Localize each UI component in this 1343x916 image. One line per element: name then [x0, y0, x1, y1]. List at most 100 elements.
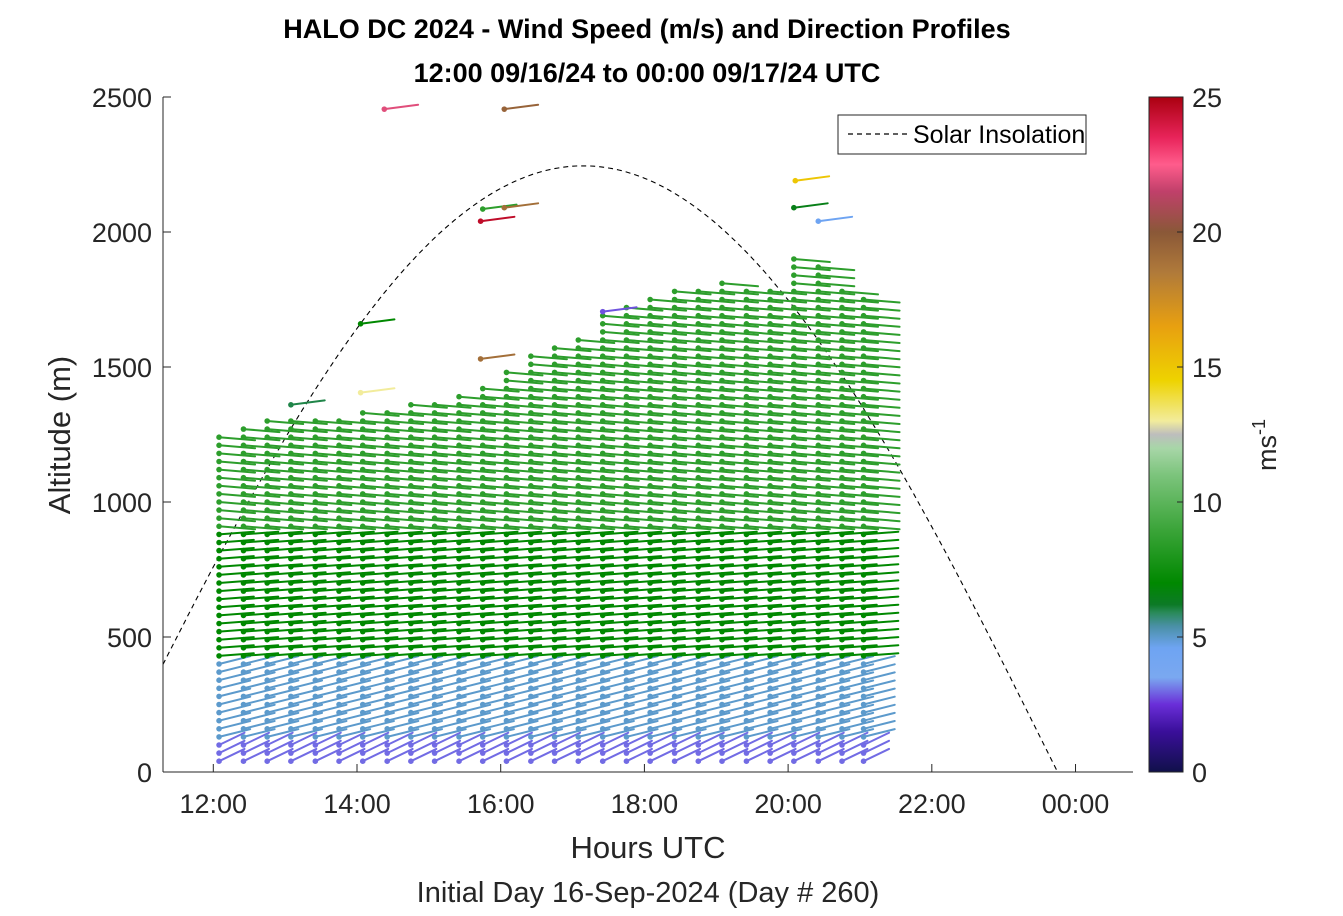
wind-barb — [456, 466, 497, 474]
wind-barb — [623, 442, 664, 450]
wind-barb — [551, 579, 591, 586]
wind-barb — [623, 385, 664, 393]
isolated-wind-barb — [381, 103, 420, 112]
wind-barb — [695, 587, 735, 594]
wind-barb — [791, 426, 831, 434]
wind-barb — [719, 385, 760, 393]
chart-subtitle: 12:00 09/16/24 to 00:00 09/17/24 UTC — [414, 58, 881, 88]
wind-barb — [743, 288, 784, 296]
wind-barb — [599, 442, 640, 450]
wind-barb — [647, 458, 688, 466]
wind-barb — [456, 434, 497, 442]
wind-barb — [456, 507, 497, 515]
wind-barb — [671, 507, 712, 515]
wind-barb — [288, 595, 327, 602]
wind-barb — [791, 410, 831, 417]
wind-barb — [695, 321, 736, 328]
wind-barb — [791, 563, 830, 570]
wind-barb — [384, 603, 423, 611]
wind-barb — [767, 442, 808, 450]
wind-barb — [384, 410, 425, 417]
wind-barb — [551, 530, 591, 538]
wind-barb — [791, 474, 831, 482]
wind-barb — [503, 499, 544, 506]
wind-barb — [647, 499, 688, 506]
wind-barb — [431, 499, 472, 506]
wind-barb — [528, 579, 567, 586]
wind-barb — [431, 739, 462, 756]
wind-barb — [288, 563, 327, 570]
wind-barb — [647, 628, 686, 635]
wind-barb — [551, 474, 592, 482]
wind-barb — [719, 739, 749, 756]
wind-barb — [551, 418, 592, 425]
wind-barb — [216, 628, 255, 635]
wind-barb — [815, 329, 856, 336]
wind-barb — [456, 402, 497, 409]
wind-barb — [671, 499, 712, 506]
wind-barb — [288, 555, 327, 562]
wind-barb — [671, 571, 711, 578]
wind-barb — [240, 523, 281, 531]
wind-barb — [551, 547, 591, 554]
wind-barb — [431, 547, 471, 554]
wind-barb — [719, 337, 760, 344]
wind-barb — [216, 483, 257, 490]
wind-barb — [240, 563, 280, 570]
wind-barb — [408, 507, 448, 515]
wind-barb — [599, 483, 640, 490]
wind-barb — [767, 747, 797, 764]
isolated-wind-barb — [501, 103, 540, 112]
wind-barb — [647, 442, 688, 450]
wind-barb — [503, 530, 543, 538]
wind-barb — [860, 595, 900, 602]
isolated-wind-barb — [288, 399, 326, 408]
wind-barb — [743, 619, 783, 627]
wind-barb — [839, 491, 879, 498]
wind-barb — [216, 442, 257, 450]
wind-barb — [431, 636, 471, 643]
wind-barb — [695, 628, 735, 635]
isolated-wind-barb — [477, 215, 516, 224]
wind-barb — [839, 458, 879, 466]
wind-barb — [551, 571, 591, 578]
wind-barb — [767, 563, 806, 570]
wind-barb — [456, 458, 497, 466]
x-tick-label: 18:00 — [611, 789, 679, 819]
wind-barb — [719, 523, 760, 531]
wind-barb — [575, 434, 616, 442]
wind-barb — [503, 483, 544, 490]
colorbar-tick-label: 15 — [1192, 353, 1222, 383]
wind-barb — [860, 739, 891, 756]
wind-barb — [791, 611, 830, 619]
wind-barb — [264, 563, 303, 570]
wind-barb — [264, 652, 303, 659]
wind-barb — [623, 636, 663, 643]
wind-barb — [839, 644, 878, 651]
wind-barb — [743, 361, 784, 369]
wind-barb — [503, 611, 543, 619]
wind-barb — [695, 402, 736, 409]
colorbar-label-sup: -1 — [1249, 419, 1269, 435]
wind-barb — [575, 515, 616, 523]
wind-barb — [456, 483, 497, 490]
wind-barb — [528, 538, 567, 546]
wind-barb — [839, 663, 875, 675]
wind-barb — [860, 663, 896, 675]
wind-barb — [860, 679, 896, 692]
wind-barb — [528, 595, 567, 602]
wind-barb — [860, 426, 901, 434]
wind-barb — [336, 595, 375, 602]
wind-barb — [860, 329, 901, 336]
wind-barb — [575, 644, 615, 651]
wind-barb — [336, 644, 375, 651]
wind-barb — [359, 619, 399, 627]
wind-barb — [216, 515, 257, 523]
wind-barb — [528, 731, 558, 748]
wind-barb — [815, 377, 856, 385]
wind-barb — [312, 418, 353, 425]
wind-barb — [479, 515, 520, 523]
wind-barb — [528, 483, 568, 490]
wind-barb — [815, 579, 855, 586]
wind-barb — [623, 587, 663, 594]
